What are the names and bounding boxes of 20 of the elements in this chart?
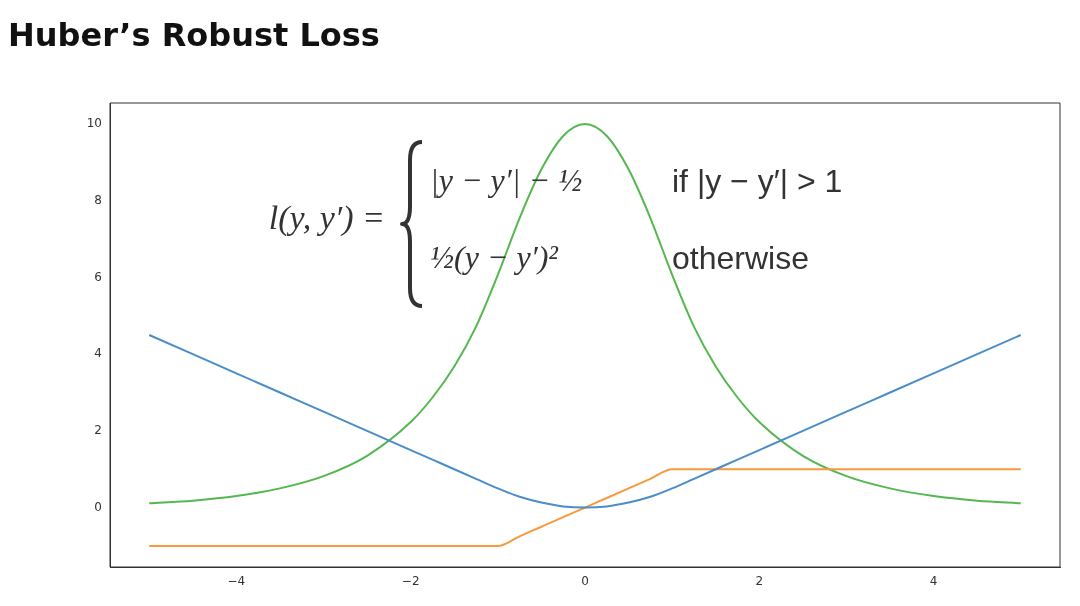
y-tick-label: 8: [94, 192, 102, 207]
annotation: if |y − y′| > 1: [672, 162, 843, 199]
x-tick-label: 2: [755, 574, 764, 589]
x-tick-label: −2: [401, 574, 420, 589]
line-series: [148, 334, 1022, 509]
annotation: ½(y − y′)²: [430, 239, 560, 276]
y-tick-label: 10: [86, 116, 102, 131]
annotation: l(y, y′) =: [268, 198, 385, 237]
chart-title: Huber’s Robust Loss: [8, 16, 380, 54]
annotation: otherwise: [672, 239, 809, 276]
y-tick-label: 4: [94, 346, 102, 361]
line-series: [148, 123, 1022, 505]
x-tick-label: 4: [929, 574, 938, 589]
annotation: |y − y′| − ½: [430, 162, 583, 199]
y-tick-label: 0: [94, 499, 102, 514]
x-tick-label: 0: [581, 574, 589, 589]
x-tick-label: −4: [227, 574, 246, 589]
line-series: [148, 468, 1022, 547]
y-tick-label: 2: [94, 422, 102, 437]
y-tick-label: 6: [94, 269, 102, 284]
